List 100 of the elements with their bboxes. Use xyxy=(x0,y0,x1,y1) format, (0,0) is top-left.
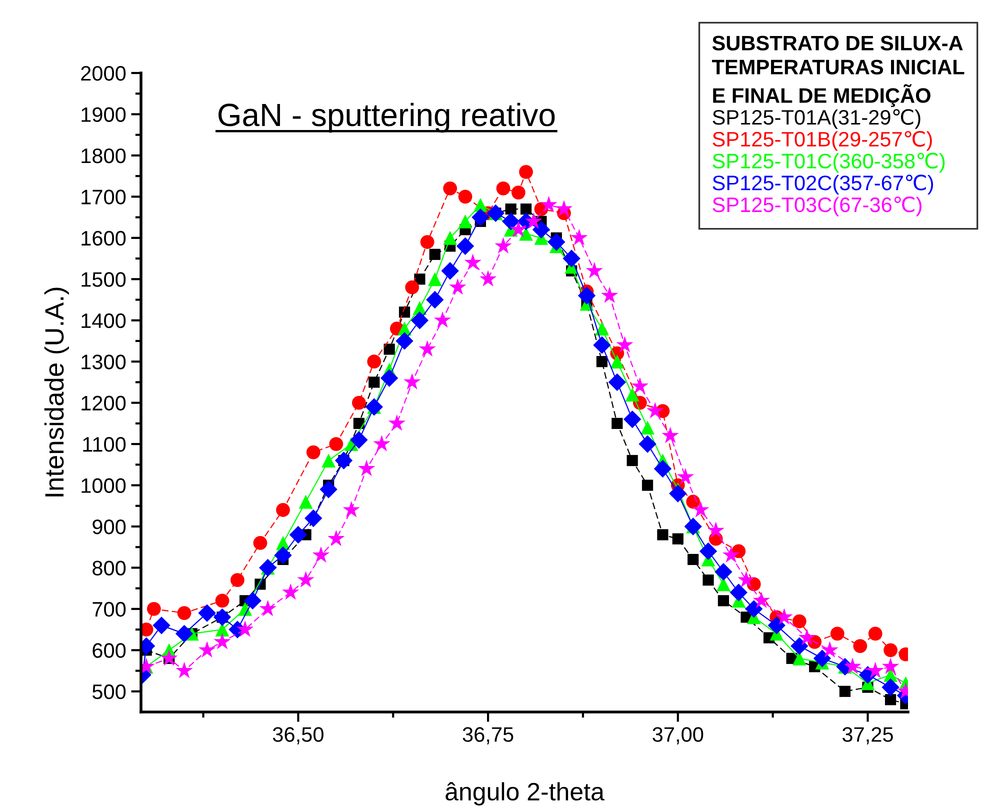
point xyxy=(367,354,382,369)
x-tick-label: 36,75 xyxy=(462,727,514,744)
point xyxy=(672,533,684,544)
y-tick-label: 500 xyxy=(92,684,126,700)
point xyxy=(638,435,656,453)
point xyxy=(699,542,718,560)
point xyxy=(368,376,380,388)
point xyxy=(586,262,603,278)
text: SP125-T01B(29-257℃) xyxy=(712,130,932,151)
point xyxy=(616,336,634,352)
point xyxy=(642,480,654,491)
point xyxy=(358,460,376,476)
point xyxy=(253,536,268,550)
point xyxy=(752,592,770,608)
point xyxy=(813,650,832,668)
y-tick-label: 1900 xyxy=(82,107,126,122)
point xyxy=(654,460,672,478)
point xyxy=(868,626,882,641)
point xyxy=(600,286,618,303)
point xyxy=(352,396,366,410)
x-axis-title: ângulo 2-theta xyxy=(446,782,604,806)
point xyxy=(525,212,542,229)
point xyxy=(853,639,868,653)
point xyxy=(608,373,626,392)
point xyxy=(230,573,244,588)
point xyxy=(776,608,793,624)
point xyxy=(350,431,368,449)
y-tick-label: 2000 xyxy=(81,66,126,81)
point xyxy=(555,200,573,216)
point xyxy=(548,233,566,251)
point xyxy=(745,600,763,618)
point xyxy=(238,602,252,616)
point xyxy=(625,388,640,402)
point xyxy=(730,584,748,602)
y-tick-label: 800 xyxy=(92,560,126,576)
point xyxy=(707,522,724,538)
text: SP125-T03C(67-36℃) xyxy=(712,196,922,216)
y-tick-label: 1100 xyxy=(83,437,126,452)
point xyxy=(623,410,642,428)
point xyxy=(449,278,466,295)
point xyxy=(404,373,421,390)
point xyxy=(312,546,330,563)
point xyxy=(610,354,624,369)
point xyxy=(146,602,161,616)
x-tick-label: 36,50 xyxy=(272,727,324,744)
point xyxy=(714,562,732,581)
point xyxy=(511,186,526,200)
y-tick-label: 1500 xyxy=(82,272,126,287)
point xyxy=(426,290,444,309)
x-tick-label: 37,25 xyxy=(842,727,893,744)
point xyxy=(626,454,638,466)
point xyxy=(443,230,458,245)
point xyxy=(662,426,679,444)
point xyxy=(496,181,510,196)
point xyxy=(274,546,292,564)
point xyxy=(792,614,806,628)
point xyxy=(434,311,452,328)
point xyxy=(342,500,360,518)
text: GaN - sputtering reativo xyxy=(218,102,555,133)
point xyxy=(214,632,231,650)
point xyxy=(494,237,512,254)
point xyxy=(657,529,668,540)
point xyxy=(418,340,436,357)
y-tick-label: 1300 xyxy=(82,354,126,370)
point xyxy=(676,468,694,484)
legend-title: SUBSTRATO DE SILUX-A TEMPERATURAS INICIAL E FINAL DE MEDIÇÃO xyxy=(712,36,964,108)
point xyxy=(519,164,533,179)
point xyxy=(669,484,687,502)
point xyxy=(177,606,192,620)
y-tick-label: 1600 xyxy=(82,230,126,246)
point xyxy=(882,658,900,674)
point xyxy=(821,641,838,658)
point xyxy=(297,571,314,588)
point xyxy=(540,196,558,212)
point xyxy=(884,694,896,706)
point xyxy=(505,203,516,215)
point xyxy=(884,643,898,658)
y-axis-title: Intensidade (U.A.) xyxy=(44,288,69,496)
point xyxy=(441,262,459,280)
point xyxy=(692,500,710,518)
point xyxy=(458,214,472,228)
point xyxy=(322,454,336,468)
point xyxy=(320,480,338,498)
point xyxy=(702,574,714,586)
point xyxy=(570,228,588,246)
point xyxy=(688,554,699,566)
point xyxy=(160,649,178,666)
point xyxy=(596,356,608,368)
point xyxy=(520,203,532,215)
point xyxy=(464,254,482,270)
point xyxy=(373,435,390,452)
point xyxy=(768,616,786,634)
point xyxy=(405,280,420,294)
point xyxy=(428,272,442,286)
point xyxy=(562,250,580,268)
y-tick-label: 1000 xyxy=(82,478,126,494)
point xyxy=(502,212,520,230)
point xyxy=(380,369,398,387)
point xyxy=(866,662,884,678)
point xyxy=(259,600,276,616)
